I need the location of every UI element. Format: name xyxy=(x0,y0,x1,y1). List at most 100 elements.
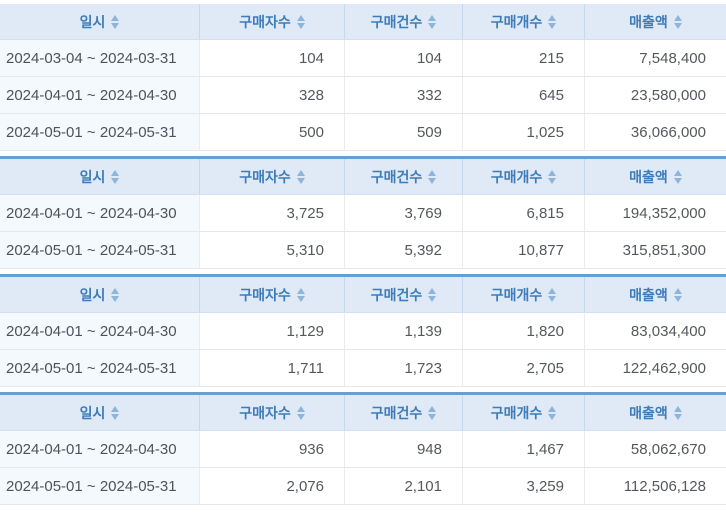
date-range-cell: 2024-05-01 ~ 2024-05-31 xyxy=(0,232,200,268)
sort-descending-icon xyxy=(673,177,682,184)
table-row: 2024-04-01 ~ 2024-04-30 328 332 645 23,580,0… xyxy=(0,77,726,114)
value-cell-sales: 36,066,000 xyxy=(630,123,706,141)
header-row: 일시 구매자수 구매건수 구매개수 매출액 xyxy=(0,159,726,195)
value-cell-buyers: 5,310 xyxy=(200,232,345,268)
value-cell-quantity: 1,467 xyxy=(463,431,585,467)
sort-ascending-icon xyxy=(428,14,437,21)
sort-icon[interactable] xyxy=(548,169,557,184)
value-cell-purchases: 3,769 xyxy=(345,195,463,231)
sort-descending-icon xyxy=(111,295,120,302)
header-cell-quantity[interactable]: 구매개수 xyxy=(463,277,585,312)
header-cell-date[interactable]: 일시 xyxy=(0,395,200,430)
sort-ascending-icon xyxy=(548,14,557,21)
table-row: 2024-05-01 ~ 2024-05-31 2,076 2,101 3,259 11… xyxy=(0,468,726,505)
sort-descending-icon xyxy=(111,177,120,184)
header-cell-quantity[interactable]: 구매개수 xyxy=(463,4,585,39)
value-cell-buyers: 104 xyxy=(200,40,345,76)
sort-icon[interactable] xyxy=(548,405,557,420)
table-row: 2024-04-01 ~ 2024-04-30 3,725 3,769 6,815 19… xyxy=(0,195,726,232)
sort-ascending-icon xyxy=(296,14,305,21)
sort-icon[interactable] xyxy=(296,169,305,184)
sort-ascending-icon xyxy=(673,287,682,294)
value-cell-sales: 58,062,670 xyxy=(630,440,706,458)
value-cell-sales: 315,851,300 xyxy=(622,241,706,259)
header-cell-sales[interactable]: 매출액 xyxy=(585,4,726,39)
sort-icon[interactable] xyxy=(296,405,305,420)
sort-icon[interactable] xyxy=(673,169,682,184)
sort-icon[interactable] xyxy=(296,287,305,302)
header-cell-purchases[interactable]: 구매건수 xyxy=(345,277,463,312)
column-label-date: 일시 xyxy=(79,286,106,303)
header-cell-sales[interactable]: 매출액 xyxy=(585,277,726,312)
sort-icon[interactable] xyxy=(428,287,437,302)
sort-descending-icon xyxy=(548,295,557,302)
header-cell-sales[interactable]: 매출액 xyxy=(585,159,726,194)
sort-ascending-icon xyxy=(296,169,305,176)
header-cell-buyers[interactable]: 구매자수 xyxy=(200,277,345,312)
column-label-date: 일시 xyxy=(79,13,106,30)
sort-descending-icon xyxy=(296,22,305,29)
date-range-cell: 2024-04-01 ~ 2024-04-30 xyxy=(0,431,200,467)
value-cell-quantity: 2,705 xyxy=(463,350,585,386)
date-range-cell: 2024-05-01 ~ 2024-05-31 xyxy=(0,114,200,150)
sort-descending-icon xyxy=(428,295,437,302)
sort-ascending-icon xyxy=(428,169,437,176)
value-cell-buyers: 936 xyxy=(200,431,345,467)
header-cell-buyers[interactable]: 구매자수 xyxy=(200,159,345,194)
sort-icon[interactable] xyxy=(428,169,437,184)
header-cell-buyers[interactable]: 구매자수 xyxy=(200,4,345,39)
value-cell-sales: 7,548,400 xyxy=(639,49,706,67)
value-cell-sales: 23,580,000 xyxy=(630,86,706,104)
header-cell-sales[interactable]: 매출액 xyxy=(585,395,726,430)
sort-ascending-icon xyxy=(548,287,557,294)
sort-icon[interactable] xyxy=(111,169,120,184)
header-cell-date[interactable]: 일시 xyxy=(0,159,200,194)
header-row: 일시 구매자수 구매건수 구매개수 매출액 xyxy=(0,4,726,40)
value-cell-purchases: 1,723 xyxy=(345,350,463,386)
sort-icon[interactable] xyxy=(111,14,120,29)
date-range-cell: 2024-04-01 ~ 2024-04-30 xyxy=(0,313,200,349)
sort-ascending-icon xyxy=(428,405,437,412)
header-cell-purchases[interactable]: 구매건수 xyxy=(345,395,463,430)
header-cell-date[interactable]: 일시 xyxy=(0,277,200,312)
column-label-buyers: 구매자수 xyxy=(239,13,291,30)
sort-icon[interactable] xyxy=(111,405,120,420)
table-row: 2024-05-01 ~ 2024-05-31 1,711 1,723 2,705 12… xyxy=(0,350,726,387)
value-cell-buyers: 3,725 xyxy=(200,195,345,231)
date-range-cell: 2024-04-01 ~ 2024-04-30 xyxy=(0,195,200,231)
sort-descending-icon xyxy=(111,22,120,29)
sort-descending-icon xyxy=(296,177,305,184)
sort-descending-icon xyxy=(428,177,437,184)
header-cell-date[interactable]: 일시 xyxy=(0,4,200,39)
column-label-quantity: 구매개수 xyxy=(490,286,543,303)
sort-icon[interactable] xyxy=(428,14,437,29)
sort-icon[interactable] xyxy=(548,14,557,29)
column-label-purchases: 구매건수 xyxy=(370,286,423,303)
sales-summary-table-3: 일시 구매자수 구매건수 구매개수 매출액 2024-04-01 ~ 2024-04-30… xyxy=(0,274,726,387)
value-cell-quantity: 645 xyxy=(463,77,585,113)
column-label-buyers: 구매자수 xyxy=(239,404,291,421)
sort-icon[interactable] xyxy=(673,405,682,420)
sort-icon[interactable] xyxy=(111,287,120,302)
header-cell-purchases[interactable]: 구매건수 xyxy=(345,159,463,194)
sort-icon[interactable] xyxy=(428,405,437,420)
sort-icon[interactable] xyxy=(673,14,682,29)
value-cell-purchases: 509 xyxy=(345,114,463,150)
sort-descending-icon xyxy=(548,413,557,420)
column-label-buyers: 구매자수 xyxy=(239,168,291,185)
sales-summary-table-2: 일시 구매자수 구매건수 구매개수 매출액 2024-04-01 ~ 2024-04-30… xyxy=(0,156,726,269)
header-cell-buyers[interactable]: 구매자수 xyxy=(200,395,345,430)
header-cell-quantity[interactable]: 구매개수 xyxy=(463,395,585,430)
sort-ascending-icon xyxy=(111,405,120,412)
header-cell-purchases[interactable]: 구매건수 xyxy=(345,4,463,39)
value-cell-sales: 112,506,128 xyxy=(623,477,706,495)
sort-ascending-icon xyxy=(548,169,557,176)
sort-icon[interactable] xyxy=(296,14,305,29)
sort-icon[interactable] xyxy=(548,287,557,302)
sort-icon[interactable] xyxy=(673,287,682,302)
sort-descending-icon xyxy=(548,177,557,184)
value-cell-purchases: 332 xyxy=(345,77,463,113)
header-cell-quantity[interactable]: 구매개수 xyxy=(463,159,585,194)
sort-ascending-icon xyxy=(111,169,120,176)
column-label-purchases: 구매건수 xyxy=(370,13,423,30)
